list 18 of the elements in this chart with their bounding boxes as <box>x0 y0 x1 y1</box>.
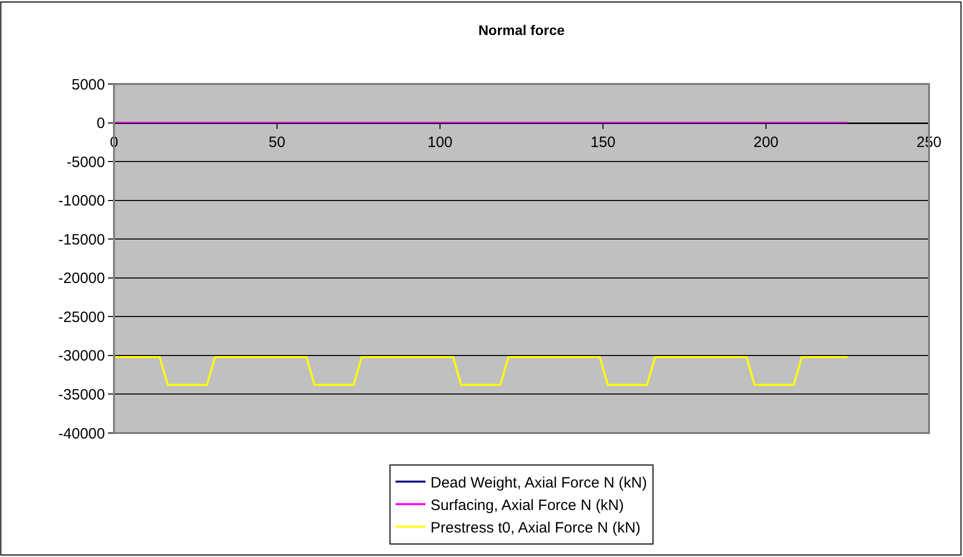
x-tick-label: 100 <box>427 134 453 151</box>
y-tick-label: -35000 <box>58 386 105 404</box>
y-tick-label: -10000 <box>58 192 105 210</box>
y-tick-label: -30000 <box>58 348 105 365</box>
y-tick-label: -5000 <box>66 154 105 171</box>
y-tick-label: -25000 <box>58 308 105 326</box>
y-tick-label: -15000 <box>58 231 105 248</box>
y-tick-label: 5000 <box>72 76 105 94</box>
y-tick-label: 0 <box>96 115 105 132</box>
x-tick-label: 150 <box>590 134 616 151</box>
legend-label: Surfacing, Axial Force N (kN) <box>430 497 624 514</box>
x-tick-label: 50 <box>268 134 286 151</box>
legend-label: Prestress t0, Axial Force N (kN) <box>430 520 641 537</box>
legend-label: Dead Weight, Axial Force N (kN) <box>430 474 647 492</box>
chart-title: Normal force <box>478 22 565 38</box>
x-tick-label: 200 <box>753 134 779 151</box>
y-tick-label: -40000 <box>58 425 105 442</box>
y-tick-label: -20000 <box>58 270 105 288</box>
